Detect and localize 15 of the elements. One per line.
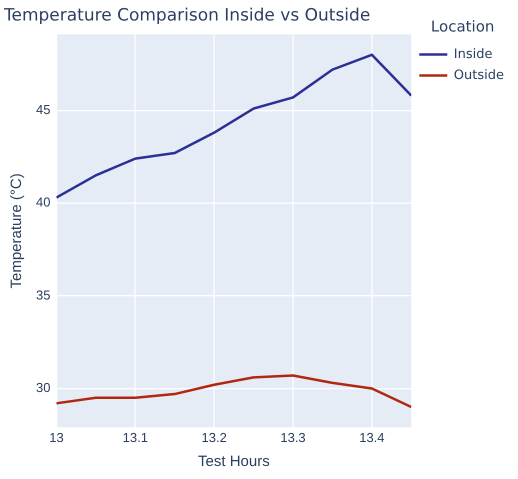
legend-title: Location	[430, 17, 494, 36]
y-tick-label: 45	[36, 102, 50, 117]
x-axis-title: Test Hours	[198, 453, 270, 470]
x-tick-label: 13.4	[359, 430, 385, 445]
x-tick-label: 13.2	[202, 430, 227, 445]
legend-label: Inside	[454, 46, 493, 62]
y-tick-label: 35	[36, 287, 50, 302]
x-tick-label: 13.3	[280, 430, 306, 445]
y-tick-label: 30	[36, 380, 50, 396]
legend-label: Outside	[454, 68, 504, 83]
y-tick-label: 40	[36, 194, 50, 210]
chart-title: Temperature Comparison Inside vs Outside	[3, 6, 370, 26]
x-tick-label: 13	[49, 430, 64, 445]
x-tick-label: 13.1	[122, 430, 148, 445]
y-axis-title: Temperature (°C)	[8, 173, 26, 288]
